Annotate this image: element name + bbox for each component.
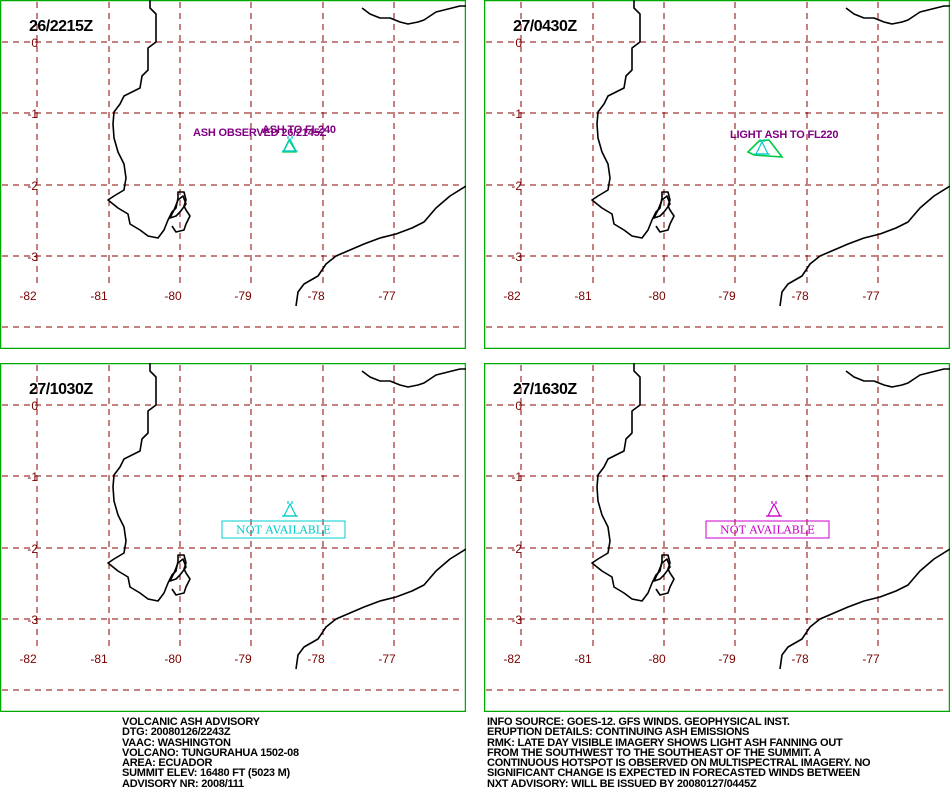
advisory-line: INFO SOURCE: GOES-12. GFS WINDS. GEOPHYS… [487, 717, 790, 728]
lat-lon-grid [2, 2, 464, 328]
lat-lon-grid [486, 365, 948, 691]
map-svg: -82 -81 -80 -79 -78 -77 0 -1 -2 -3 LIGHT ASH TO FL… [484, 0, 950, 349]
advisory-line: SUMMIT ELEV: 16480 FT (5023 M) [122, 767, 290, 780]
longitude-tick-label: -78 [791, 289, 809, 303]
not-available-box [705, 520, 830, 539]
longitude-tick-label: -80 [164, 289, 182, 303]
longitude-tick-label: -82 [503, 652, 521, 666]
panel-time-label: 26/2215Z [29, 18, 93, 35]
latitude-tick-label: -3 [27, 613, 38, 627]
volcano-icon [282, 501, 298, 517]
advisory-line: FROM THE SOUTHWEST TO THE SOUTHEAST OF T… [487, 746, 822, 759]
longitude-tick-label: -78 [791, 652, 809, 666]
latitude-tick-label: -2 [511, 179, 522, 193]
advisory-line: VOLCANIC ASH ADVISORY [122, 717, 260, 728]
coastline [591, 0, 950, 307]
latitude-tick-label: -1 [511, 107, 522, 121]
not-available-label: NOT AVAILABLE [236, 524, 331, 537]
panel-frame [0, 363, 466, 712]
longitude-tick-label: -79 [718, 289, 736, 303]
advisory-line: ADVISORY NR: 2008/111 [122, 777, 244, 790]
latitude-tick-label: -2 [511, 542, 522, 556]
advisory-line: SIGNIFICANT CHANGE IS EXPECTED IN FORECA… [487, 767, 860, 780]
latitude-tick-label: -3 [511, 613, 522, 627]
longitude-tick-label: -82 [19, 289, 37, 303]
panel-frame [484, 0, 950, 349]
longitude-tick-label: -79 [718, 652, 736, 666]
advisory-info-left: VOLCANIC ASH ADVISORY DTG: 20080126/2243Z… [122, 717, 467, 792]
panel-3: -82 -81 -80 -79 -78 -77 0 -1 -2 -3 NOT AVAILABLE 27… [0, 363, 466, 712]
latitude-tick-label: 0 [515, 36, 522, 50]
advisory-line: CONTINUOUS HOTSPOT IS OBSERVED ON MULTIS… [487, 757, 871, 770]
not-available-label: NOT AVAILABLE [720, 524, 815, 537]
volcano-icon [766, 501, 782, 517]
panel-frame [0, 0, 466, 349]
advisory-line: VAAC: WASHINGTON [122, 736, 231, 749]
advisory-info-right: INFO SOURCE: GOES-12. GFS WINDS. GEOPHYS… [487, 717, 949, 792]
ash-observed-label: ASH OBSERVED 26/2145Z [193, 127, 327, 139]
advisory-line: ERUPTION DETAILS: CONTINUING ASH EMISSIO… [487, 726, 750, 739]
panel-4: -82 -81 -80 -79 -78 -77 0 -1 -2 -3 NOT AVAILABLE 27… [484, 363, 950, 712]
lat-lon-grid [486, 2, 948, 328]
map-svg: -82 -81 -80 -79 -78 -77 0 -1 -2 -3 ASH OBSERVED 26… [0, 0, 466, 349]
map-svg: -82 -81 -80 -79 -78 -77 0 -1 -2 -3 NOT AVAILABLE [484, 363, 950, 712]
longitude-tick-label: -78 [307, 652, 325, 666]
latitude-tick-label: 0 [31, 36, 38, 50]
panel-1: -82 -81 -80 -79 -78 -77 0 -1 -2 -3 ASH OBSERVED 26… [0, 0, 466, 349]
advisory-line: DTG: 20080126/2243Z [122, 726, 231, 739]
forecast-ash-polygon [746, 139, 784, 158]
advisory-line: RMK: LATE DAY VISIBLE IMAGERY SHOWS LIGH… [487, 736, 843, 749]
longitude-tick-label: -79 [234, 652, 252, 666]
longitude-tick-label: -81 [574, 289, 592, 303]
latitude-tick-label: -3 [511, 250, 522, 264]
longitude-tick-label: -82 [19, 652, 37, 666]
longitude-tick-label: -79 [234, 289, 252, 303]
latitude-tick-label: -2 [27, 179, 38, 193]
panel-time-label: 27/1030Z [29, 381, 93, 398]
panel-time-label: 27/1630Z [513, 381, 577, 398]
forecast-ash-label: LIGHT ASH TO FL220 [730, 129, 838, 141]
volcano-icon [754, 139, 770, 155]
longitude-tick-label: -81 [574, 652, 592, 666]
panel-time-label: 27/0430Z [513, 18, 577, 35]
panel-2: -82 -81 -80 -79 -78 -77 0 -1 -2 -3 LIGHT ASH TO FL… [484, 0, 950, 349]
latitude-tick-label: -1 [27, 470, 38, 484]
coastline [107, 0, 466, 307]
latitude-tick-label: -3 [27, 250, 38, 264]
ash-top-label: ASH TO FL240 [262, 124, 336, 136]
longitude-tick-label: -77 [378, 289, 396, 303]
longitude-tick-label: -77 [862, 652, 880, 666]
advisory-line: VOLCANO: TUNGURAHUA 1502-08 [122, 746, 299, 759]
latitude-tick-label: -2 [27, 542, 38, 556]
not-available-box [221, 520, 346, 539]
coastline [107, 363, 466, 670]
latitude-tick-label: -1 [27, 107, 38, 121]
coastline [591, 363, 950, 670]
longitude-tick-label: -77 [378, 652, 396, 666]
longitude-tick-label: -80 [648, 289, 666, 303]
latitude-tick-label: 0 [515, 399, 522, 413]
advisory-line: AREA: ECUADOR [122, 757, 213, 770]
latitude-tick-label: 0 [31, 399, 38, 413]
map-svg: -82 -81 -80 -79 -78 -77 0 -1 -2 -3 NOT AVAILABLE [0, 363, 466, 712]
longitude-tick-label: -82 [503, 289, 521, 303]
longitude-tick-label: -81 [90, 652, 108, 666]
lat-lon-grid [2, 365, 464, 691]
longitude-tick-label: -77 [862, 289, 880, 303]
volcano-icon [282, 136, 298, 152]
latitude-tick-label: -1 [511, 470, 522, 484]
longitude-tick-label: -80 [648, 652, 666, 666]
longitude-tick-label: -81 [90, 289, 108, 303]
longitude-tick-label: -80 [164, 652, 182, 666]
advisory-line: NXT ADVISORY: WILL BE ISSUED BY 20080127… [487, 777, 757, 790]
longitude-tick-label: -78 [307, 289, 325, 303]
